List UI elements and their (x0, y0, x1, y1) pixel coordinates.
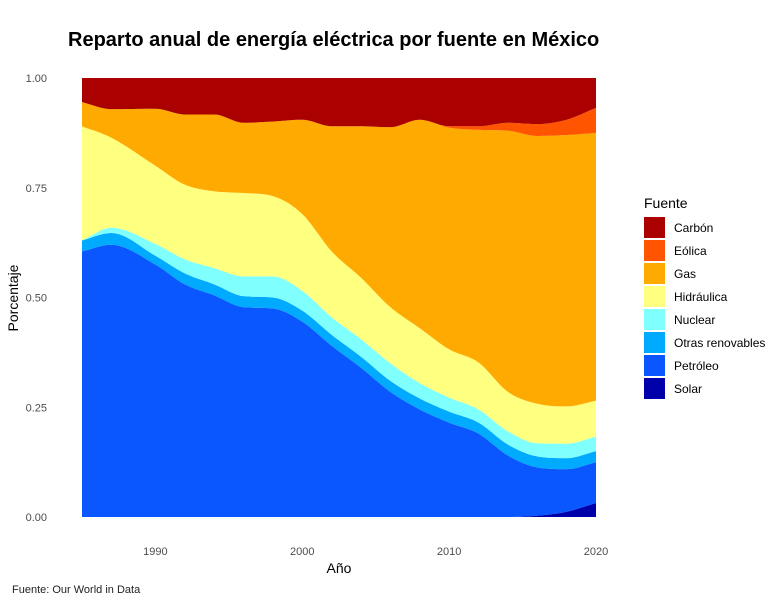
x-axis-title: Año (327, 560, 352, 576)
x-tick-label: 2010 (437, 546, 461, 558)
legend-label-hidraulica: Hidráulica (674, 290, 728, 304)
area-solar (82, 502, 596, 517)
y-tick-label: 0.50 (26, 293, 47, 305)
area-petroleo (82, 244, 596, 517)
legend-key-petroleo (644, 355, 665, 376)
caption: Fuente: Our World in Data (12, 584, 141, 596)
legend-title: Fuente (644, 195, 688, 211)
legend-key-eolica (644, 240, 665, 261)
legend-label-carbon: Carbón (674, 221, 713, 235)
y-tick-label: 0.00 (26, 512, 47, 524)
y-tick-label: 1.00 (26, 73, 47, 85)
x-axis: 1990 2000 2010 2020 (143, 546, 608, 558)
legend-label-otras-renovables: Otras renovables (674, 336, 765, 350)
legend-label-eolica: Eólica (674, 244, 707, 258)
legend-label-nuclear: Nuclear (674, 313, 715, 327)
area-gas (82, 102, 596, 407)
legend-key-hidraulica (644, 286, 665, 307)
x-tick-label: 1990 (143, 546, 167, 558)
legend-key-otras-renovables (644, 332, 665, 353)
y-axis-title: Porcentaje (5, 264, 21, 331)
legend-key-gas (644, 263, 665, 284)
legend-label-petroleo: Petróleo (674, 359, 719, 373)
legend-key-solar (644, 378, 665, 399)
legend: Carbón Eólica Gas Hidráulica Nuclear Otras re… (644, 217, 765, 399)
y-tick-label: 0.75 (26, 183, 47, 195)
area-carbon (82, 78, 596, 128)
area-eolica (82, 102, 596, 136)
plot-area (82, 78, 596, 517)
area-hidraulica (82, 126, 596, 444)
legend-label-solar: Solar (674, 382, 702, 396)
legend-label-gas: Gas (674, 267, 696, 281)
legend-key-nuclear (644, 309, 665, 330)
chart-title: Reparto anual de energía eléctrica por f… (68, 29, 599, 51)
x-tick-label: 2020 (584, 546, 608, 558)
y-axis: 0.00 0.25 0.50 0.75 1.00 (26, 73, 47, 524)
legend-key-carbon (644, 217, 665, 238)
x-tick-label: 2000 (290, 546, 314, 558)
area-otras-renovables (82, 232, 596, 470)
y-tick-label: 0.25 (26, 402, 47, 414)
